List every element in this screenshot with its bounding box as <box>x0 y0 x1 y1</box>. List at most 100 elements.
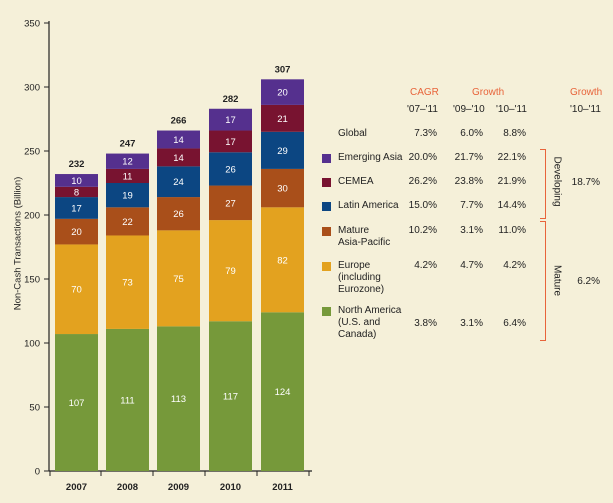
bar-value-label: 20 <box>71 227 82 238</box>
bar-segment-latin <box>261 131 304 169</box>
bar-value-label: 20 <box>277 88 288 99</box>
header-growth-group: Growth <box>570 87 603 98</box>
bar-segment-cemea <box>55 186 98 198</box>
bar-value-label: 107 <box>69 398 85 409</box>
bar-segment-latin <box>106 183 149 208</box>
bar-value-label: 14 <box>173 153 184 164</box>
x-tick-label: 2007 <box>66 482 87 493</box>
bar-value-label: 8 <box>74 187 79 198</box>
row-label: North America (U.S. and Canada) <box>338 305 402 340</box>
bar-value-label: 14 <box>173 135 184 146</box>
bar-segment-cemea <box>209 130 252 153</box>
header-period-group: '10–'11 <box>570 104 601 115</box>
legend-swatch <box>322 262 331 271</box>
bar-segment-mature <box>157 197 200 231</box>
y-tick-label: 200 <box>24 211 40 222</box>
header-period-09-10: '09–'10 <box>453 104 485 115</box>
bar-segment-mature <box>209 185 252 221</box>
bar-value-label: 22 <box>122 217 133 228</box>
bar-value-label: 70 <box>71 285 82 296</box>
row-cagr-value: 4.2% <box>414 260 437 271</box>
bar-value-label: 11 <box>123 171 133 182</box>
y-tick-label: 50 <box>29 403 40 414</box>
bar-value-label: 26 <box>173 209 184 220</box>
bar-value-label: 117 <box>223 392 238 403</box>
bar-value-label: 27 <box>225 198 236 209</box>
mature-bracket <box>540 221 546 341</box>
y-tick-label: 350 <box>24 19 40 30</box>
bar-segment-emerging <box>55 174 98 187</box>
y-tick-label: 0 <box>35 467 40 478</box>
x-tick-label: 2010 <box>220 482 241 493</box>
bar-segment-europe <box>157 230 200 327</box>
group-growth-mature: 6.2% <box>577 276 600 287</box>
row-cagr-value: 15.0% <box>408 200 437 211</box>
developing-bracket <box>540 149 546 219</box>
bar-value-label: 19 <box>122 191 133 202</box>
bar-value-label: 111 <box>120 395 134 406</box>
bar-segment-north <box>106 328 149 471</box>
row-g2-value: 11.0% <box>498 225 526 236</box>
bar-segment-emerging <box>157 130 200 149</box>
bar-value-label: 124 <box>275 387 291 398</box>
row-g2-value: 22.1% <box>497 152 526 163</box>
bar-segment-cemea <box>261 104 304 132</box>
bar-segment-emerging <box>261 79 304 105</box>
row-g1-value: 23.8% <box>454 176 483 187</box>
group-growth-developing: 18.7% <box>571 177 600 188</box>
row-g1-value: 4.7% <box>460 260 483 271</box>
bar-value-label: 75 <box>173 274 184 285</box>
bar-value-label: 12 <box>122 157 133 168</box>
legend-swatch <box>322 154 331 163</box>
y-tick-label: 300 <box>24 83 40 94</box>
bar-total-label: 247 <box>120 139 136 150</box>
bar-value-label: 21 <box>277 114 288 125</box>
bar-segment-latin <box>157 166 200 198</box>
bar-segment-cemea <box>106 168 149 183</box>
y-axis-label: Non-Cash Transactions (Billion) <box>12 176 24 311</box>
y-tick-label: 250 <box>24 147 40 158</box>
bar-segment-cemea <box>157 148 200 167</box>
bar-value-label: 73 <box>122 278 133 289</box>
bar-segment-north <box>55 334 98 471</box>
row-cagr-value: 3.8% <box>414 318 437 329</box>
bar-segment-latin <box>209 152 252 186</box>
row-label: Emerging Asia <box>338 152 403 163</box>
row-cagr-value: 26.2% <box>408 176 437 187</box>
bar-value-label: 10 <box>71 176 82 187</box>
bar-segment-europe <box>209 220 252 322</box>
bar-value-label: 79 <box>225 266 236 277</box>
row-label: Latin America <box>338 200 399 211</box>
bar-value-label: 17 <box>225 115 236 126</box>
row-label: Mature Asia-Pacific <box>338 225 391 248</box>
legend-swatch <box>322 307 331 316</box>
row-label: CEMEA <box>338 176 374 187</box>
bar-value-label: 24 <box>173 177 184 188</box>
bar-segment-north <box>209 321 252 471</box>
bar-value-label: 30 <box>277 184 288 195</box>
bar-value-label: 113 <box>171 394 186 405</box>
bar-segment-europe <box>55 244 98 335</box>
header-growth: Growth <box>472 87 505 98</box>
bar-value-label: 29 <box>277 146 288 157</box>
bar-segment-north <box>157 326 200 471</box>
legend-swatch <box>322 202 331 211</box>
y-tick-label: 150 <box>24 275 40 286</box>
row-g1-value: 3.1% <box>460 318 483 329</box>
bar-segment-mature <box>261 168 304 208</box>
bar-value-label: 17 <box>225 137 236 148</box>
row-g2-value: 14.4% <box>497 200 526 211</box>
bar-value-label: 17 <box>71 203 82 214</box>
row-cagr-value: 20.0% <box>408 152 437 163</box>
legend-swatch <box>322 178 331 187</box>
bar-segment-emerging <box>106 153 149 169</box>
row-g1-value: 7.7% <box>460 200 483 211</box>
bar-segment-mature <box>55 218 98 245</box>
y-tick-label: 100 <box>24 339 40 350</box>
bar-total-label: 307 <box>275 64 291 75</box>
row-g2-value: 6.4% <box>503 318 526 329</box>
bar-segment-mature <box>106 207 149 236</box>
bar-total-label: 282 <box>223 94 239 105</box>
